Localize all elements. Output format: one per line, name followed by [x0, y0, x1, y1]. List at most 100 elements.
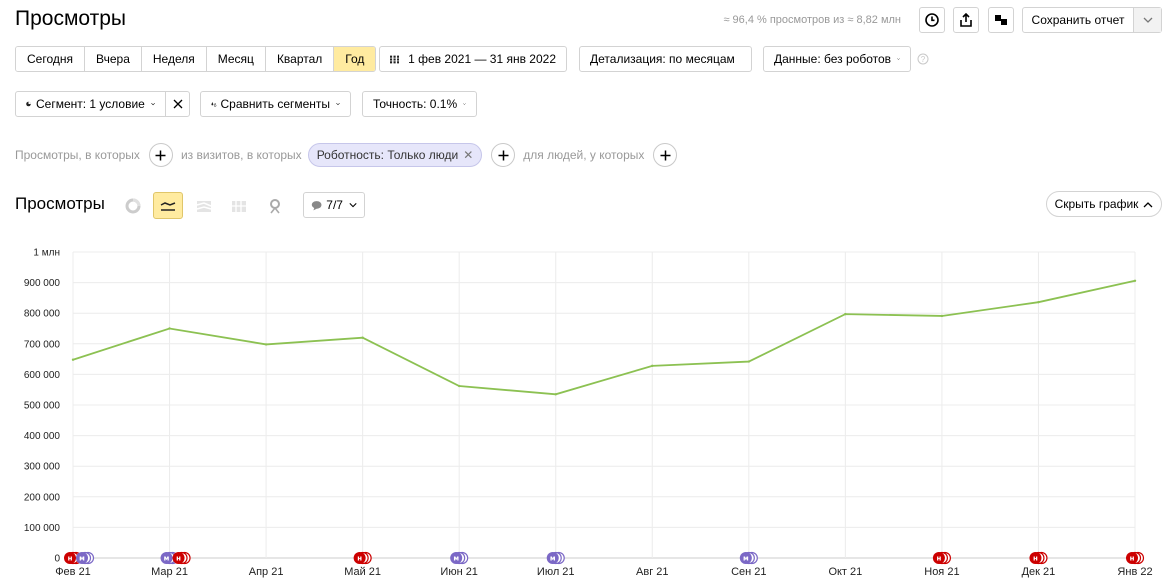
y-tick-label: 1 млн: [33, 248, 60, 259]
period-selector: Сегодня Вчера Неделя Месяц Квартал Год: [15, 46, 377, 72]
chevron-down-icon: [897, 58, 900, 60]
pie-chart-icon: [26, 101, 31, 107]
robotness-filter-chip[interactable]: Роботность: Только люди ✕: [307, 143, 483, 167]
compare-segments-label: Сравнить сегменты: [220, 97, 331, 111]
y-tick-label: 800 000: [24, 309, 61, 320]
annotation-marker-label: н: [176, 555, 181, 563]
period-week[interactable]: Неделя: [141, 47, 207, 71]
y-tick-label: 600 000: [24, 370, 61, 381]
robotness-filter-label: Роботность: Только люди: [316, 148, 459, 162]
data-point: [747, 360, 751, 363]
remove-chip-icon[interactable]: ✕: [463, 148, 474, 162]
add-views-filter-button[interactable]: [148, 143, 173, 167]
hide-chart-button[interactable]: Скрыть график: [1046, 191, 1162, 217]
add-visits-filter-button[interactable]: [491, 143, 516, 167]
save-report-button[interactable]: Сохранить отчет: [1022, 7, 1162, 33]
y-tick-label: 500 000: [24, 401, 61, 412]
annotation-marker-label: м: [743, 555, 749, 563]
area-view-button[interactable]: [189, 192, 219, 219]
hide-chart-label: Скрыть график: [1054, 197, 1139, 211]
chevron-down-icon: [463, 103, 466, 105]
x-tick-label: Июн 21: [440, 566, 478, 578]
compare-icon: [211, 102, 217, 107]
subscribe-button[interactable]: [988, 7, 1014, 33]
period-yesterday[interactable]: Вчера: [85, 47, 142, 71]
annotations-count: 7/7: [326, 198, 343, 212]
y-tick-label: 700 000: [24, 339, 61, 350]
y-tick-label: 200 000: [24, 492, 61, 503]
history-button[interactable]: [919, 7, 945, 33]
compare-segments-dropdown[interactable]: Сравнить сегменты: [200, 91, 351, 117]
data-point: [168, 327, 171, 330]
data-point: [554, 393, 557, 396]
series-line: [72, 279, 1136, 396]
data-point: [940, 314, 944, 318]
clear-segment-button[interactable]: [165, 91, 190, 117]
x-tick-label: Фев 21: [55, 566, 91, 578]
x-tick-label: Дек 21: [1022, 566, 1056, 578]
annotations-dropdown[interactable]: 7/7: [303, 192, 365, 218]
views-summary: ≈ 96,4 % просмотров из ≈ 8,82 млн: [723, 14, 901, 26]
annotation-marker: [739, 552, 752, 564]
y-tick-label: 100 000: [24, 523, 61, 534]
data-point: [264, 343, 268, 346]
filter-row: Просмотры, в которых из визитов, в котор…: [15, 142, 685, 168]
chevron-down-icon: [1143, 17, 1152, 23]
annotation-marker-label: м: [79, 555, 85, 563]
plus-icon: [498, 150, 509, 160]
chevron-up-icon: [1143, 201, 1153, 207]
views-filter-label: Просмотры, в которых: [15, 148, 140, 162]
date-range-picker[interactable]: 1 фев 2021 — 31 янв 2022: [379, 46, 567, 72]
annotation-marker-label: н: [1033, 555, 1038, 563]
annotation-marker: [64, 552, 76, 564]
data-point: [361, 336, 364, 339]
people-filter-label: для людей, у которых: [523, 148, 645, 162]
chevron-down-icon: [151, 102, 155, 106]
views-line-chart: 0 100 000 200 000 300 000 400 000 500 000 600 …: [24, 248, 1153, 579]
annotation-marker-label: м: [550, 555, 556, 563]
line-chart-icon: [160, 201, 176, 211]
clock-icon: [925, 13, 939, 27]
annotation-marker: [932, 552, 945, 564]
period-month[interactable]: Месяц: [206, 47, 266, 71]
accuracy-dropdown[interactable]: Точность: 0.1%: [362, 91, 477, 117]
stacked-area-icon: [196, 200, 212, 212]
close-icon: [173, 99, 182, 109]
chart-section-title: Просмотры: [15, 194, 105, 213]
detalization-dropdown[interactable]: Детализация: по месяцам: [579, 46, 752, 72]
segment-label: Сегмент: 1 условие: [35, 97, 145, 111]
annotation-marker-label: н: [1130, 555, 1135, 563]
save-report-menu[interactable]: [1133, 8, 1161, 32]
period-today[interactable]: Сегодня: [16, 47, 85, 71]
y-tick-label: 0: [54, 554, 60, 565]
visits-filter-label: из визитов, в которых: [180, 148, 302, 162]
x-tick-label: Сен 21: [731, 566, 766, 578]
help-icon[interactable]: ?: [917, 53, 929, 65]
annotation-marker-label: м: [164, 555, 170, 563]
share-icon: [960, 13, 972, 27]
segment-dropdown[interactable]: Сегмент: 1 условие: [15, 91, 166, 117]
period-quarter[interactable]: Квартал: [265, 47, 335, 71]
data-filter-label: Данные: без роботов: [774, 52, 892, 66]
bar-chart-icon: [232, 200, 246, 212]
chevron-down-icon: [336, 103, 340, 106]
bar-view-button[interactable]: [224, 192, 254, 219]
annotation-marker-label: н: [357, 555, 362, 563]
annotation-marker: [160, 552, 173, 564]
data-point: [457, 384, 461, 388]
pie-chart-icon: [125, 198, 141, 213]
annotation-marker: [353, 552, 366, 564]
y-tick-label: 300 000: [24, 462, 61, 473]
add-people-filter-button[interactable]: [653, 143, 678, 167]
map-view-button[interactable]: [260, 192, 290, 219]
y-tick-label: 900 000: [24, 278, 61, 289]
map-pin-icon: [270, 198, 280, 213]
data-point: [1133, 279, 1137, 282]
data-filter-dropdown[interactable]: Данные: без роботов: [763, 46, 911, 72]
accuracy-label: Точность: 0.1%: [373, 97, 458, 111]
period-year[interactable]: Год: [334, 47, 376, 71]
pie-view-button[interactable]: [118, 192, 148, 219]
line-view-button[interactable]: [153, 192, 183, 219]
x-tick-label: Окт 21: [828, 566, 862, 578]
export-button[interactable]: [953, 7, 979, 33]
